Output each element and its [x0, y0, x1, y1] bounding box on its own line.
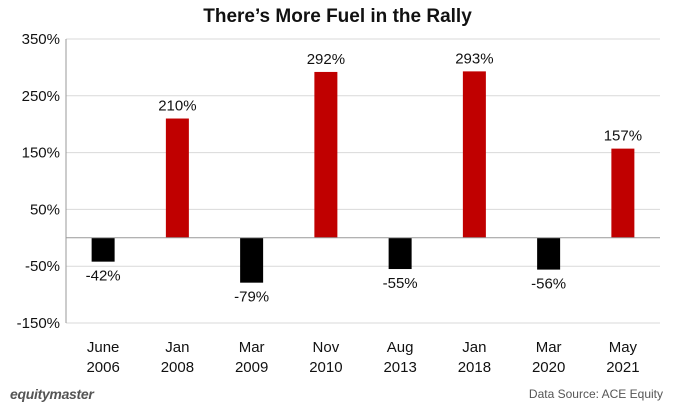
y-tick-label: 350% [22, 31, 60, 48]
data-label: -42% [86, 268, 121, 285]
x-tick-label: June [87, 339, 120, 356]
x-tick-label: Mar [239, 339, 265, 356]
data-label: -56% [531, 276, 566, 293]
bar [537, 237, 561, 270]
data-label: 292% [307, 51, 345, 68]
bar [611, 148, 635, 238]
data-label: -55% [383, 275, 418, 292]
x-tick-label: 2013 [383, 359, 416, 376]
bar [91, 237, 115, 262]
x-tick-label: Aug [387, 339, 414, 356]
bar [165, 118, 189, 238]
y-tick-label: 50% [30, 201, 60, 218]
y-tick-label: -150% [17, 315, 60, 332]
x-tick-label: Mar [536, 339, 562, 356]
data-source-note: Data Source: ACE Equity [528, 387, 663, 401]
y-tick-label: 250% [22, 88, 60, 105]
bar [462, 71, 486, 238]
data-label: 157% [604, 128, 642, 145]
y-tick-label: -50% [25, 258, 60, 275]
x-tick-label: 2010 [309, 359, 342, 376]
data-label: -79% [234, 289, 269, 306]
bar [240, 237, 264, 283]
data-label: 293% [455, 50, 493, 67]
x-tick-label: 2021 [606, 359, 639, 376]
x-tick-label: 2018 [458, 359, 491, 376]
x-tick-label: 2009 [235, 359, 268, 376]
x-tick-label: Jan [462, 339, 486, 356]
bar [388, 237, 412, 270]
x-tick-label: Nov [313, 339, 340, 356]
chart-title: There’s More Fuel in the Rally [203, 6, 472, 27]
x-tick-label: 2006 [86, 359, 119, 376]
bar [314, 71, 338, 238]
x-tick-label: 2008 [161, 359, 194, 376]
equitymaster-logo: equitymaster [10, 386, 94, 402]
x-tick-label: 2020 [532, 359, 565, 376]
x-tick-label: May [609, 339, 638, 356]
y-tick-label: 150% [22, 145, 60, 162]
x-tick-label: Jan [165, 339, 189, 356]
data-label: 210% [158, 98, 196, 115]
